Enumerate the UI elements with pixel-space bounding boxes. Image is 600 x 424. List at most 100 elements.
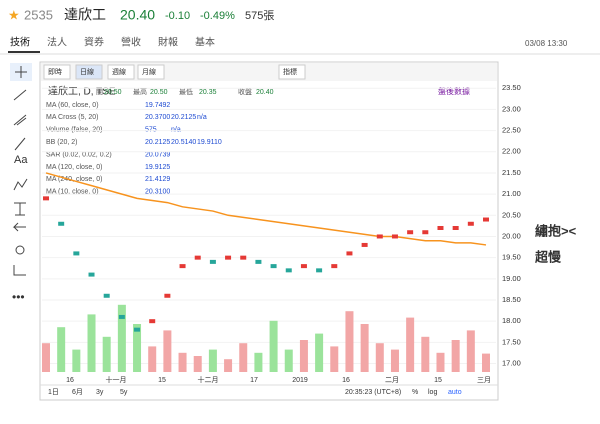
volume-bar [330, 346, 339, 372]
volume-bar [406, 317, 415, 372]
x-tick-label: 16 [342, 377, 350, 384]
toolbar-label[interactable]: 即時 [48, 68, 62, 76]
volume: 575張 [245, 9, 274, 22]
candle [179, 264, 186, 269]
candle [255, 259, 262, 264]
volume-bar [117, 304, 126, 372]
tab[interactable]: 營收 [121, 36, 141, 49]
ohlc: 20.50 [150, 89, 168, 96]
footer-time: 20:35:23 (UTC+8) [345, 389, 401, 396]
ohlc: 最高 [133, 87, 147, 96]
svg-text:Aa: Aa [14, 154, 28, 166]
tab[interactable]: 財報 [158, 36, 178, 49]
change: -0.10 [165, 10, 190, 22]
volume-bar [299, 340, 308, 372]
range[interactable]: 3y [96, 389, 104, 396]
legend-value: 21.4129 [145, 176, 170, 183]
ma-line [45, 172, 487, 246]
y-tick-label: 21.00 [502, 189, 521, 198]
tab[interactable]: 資券 [84, 36, 104, 49]
volume-bar [102, 336, 111, 372]
star[interactable]: ★ [8, 7, 20, 22]
volume-bar [254, 352, 263, 372]
volume-bar [375, 343, 384, 372]
candle [285, 268, 292, 273]
candle [376, 234, 383, 239]
legend-name: BB (20, 2) [46, 139, 78, 146]
candle [452, 226, 459, 230]
tab[interactable]: 基本 [195, 36, 215, 49]
legend-value: 20.5140 [171, 139, 196, 146]
y-tick-label: 23.00 [502, 104, 521, 113]
volume-bar [72, 349, 81, 372]
volume-bar [345, 311, 354, 372]
candle [209, 259, 216, 264]
volume-bar [451, 340, 460, 372]
volume-bar [239, 343, 248, 372]
range[interactable]: 1日 [48, 388, 59, 396]
side-icons: Aa ••• [10, 63, 32, 304]
candle [422, 230, 429, 235]
volume-bar [482, 353, 490, 372]
legend-name: MA (60, close, 0) [46, 102, 99, 109]
ohlc: 20.50 [104, 89, 122, 96]
after-hours: 盤後數據 [438, 86, 470, 96]
timestamp: 03/08 13:30 [525, 39, 568, 48]
y-tick-label: 20.00 [502, 231, 521, 240]
x-tick-label: 二月 [385, 376, 399, 384]
y-tick-label: 18.50 [502, 295, 521, 304]
y-tick-label: 19.50 [502, 253, 521, 262]
toolbar-button[interactable] [75, 64, 103, 80]
volume-bar [284, 349, 293, 372]
range[interactable]: 5y [120, 389, 128, 396]
toolbar-button[interactable] [107, 64, 135, 80]
note: 繡抱>< [535, 223, 577, 238]
footer-log[interactable]: log [428, 389, 437, 396]
candle [103, 293, 110, 298]
volume-bar [315, 333, 324, 372]
candle [316, 268, 323, 273]
footer-pct[interactable]: % [412, 389, 418, 396]
volume-bar [178, 352, 187, 372]
volume-bar [390, 349, 399, 372]
x-tick-label: 三月 [477, 376, 491, 384]
toolbar-label[interactable]: 週線 [112, 67, 126, 76]
legend-value: 19.9125 [145, 164, 170, 171]
candle [407, 230, 414, 235]
x-tick-label: 2019 [292, 377, 308, 384]
legend-value: 20.2125 [171, 114, 196, 121]
candle [73, 251, 80, 256]
toolbar-button[interactable] [278, 64, 306, 80]
volume-bar [208, 349, 217, 372]
legend-value: 19.9110 [197, 139, 222, 146]
tab[interactable]: 技術 [10, 36, 30, 49]
legend-value: 20.2125 [145, 139, 170, 146]
volume-bar [57, 327, 66, 372]
x-tick-label: 十一月 [106, 375, 127, 384]
toolbar-label[interactable]: 日線 [80, 67, 94, 76]
range[interactable]: 6月 [72, 388, 83, 396]
candle [88, 272, 95, 277]
footer-auto[interactable]: auto [448, 389, 462, 396]
legend-value: n/a [197, 114, 207, 121]
x-tick-label: 16 [66, 377, 74, 384]
x-tick-label: 十二月 [198, 375, 219, 384]
toolbar-label[interactable]: 指標 [283, 67, 297, 76]
legend-value: 20.0739 [145, 151, 170, 158]
tab[interactable]: 法人 [47, 36, 67, 49]
y-tick-label: 21.50 [502, 168, 521, 177]
toolbar-label[interactable]: 月線 [142, 67, 156, 76]
toolbar-button[interactable] [137, 64, 165, 80]
candle [361, 242, 368, 247]
change-pct: -0.49% [200, 10, 235, 22]
toolbar-button[interactable] [43, 64, 71, 80]
x-tick-label: 15 [158, 377, 166, 384]
legend-value: 20.3700 [145, 114, 170, 121]
y-tick-label: 18.00 [502, 316, 521, 325]
y-tick-label: 22.00 [502, 147, 521, 156]
candle [43, 196, 49, 201]
chart-frame [39, 61, 499, 401]
y-tick-label: 23.50 [502, 83, 521, 92]
